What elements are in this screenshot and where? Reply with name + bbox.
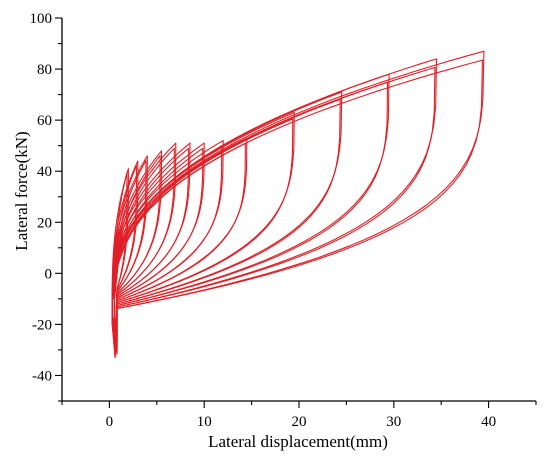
x-tick-label: 30 — [386, 414, 401, 430]
x-tick-label: 0 — [106, 414, 114, 430]
y-tick-label: -20 — [32, 317, 52, 333]
x-tick-label: 40 — [481, 414, 496, 430]
hysteresis-loop — [111, 91, 343, 356]
x-tick-label: 20 — [292, 414, 307, 430]
hysteresis-loop — [113, 142, 246, 350]
y-tick-label: -40 — [32, 368, 52, 384]
hysteresis-loop — [113, 81, 389, 353]
y-tick-label: 40 — [37, 164, 52, 180]
y-tick-label: 100 — [30, 11, 53, 27]
hysteresis-loop — [113, 66, 436, 355]
y-tick-label: 0 — [45, 266, 53, 282]
hysteresis-loop — [111, 58, 438, 359]
axes: 0 10 20 30 40 -40 -20 0 20 40 60 80 100 — [30, 11, 537, 430]
hysteresis-loop — [113, 98, 341, 353]
y-tick-label: 80 — [37, 62, 52, 78]
y-tick-label: 20 — [37, 215, 52, 231]
hysteresis-loop — [113, 59, 483, 355]
x-axis-title: Lateral displacement(mm) — [208, 432, 388, 451]
hysteresis-loop — [111, 50, 485, 359]
hysteresis-loops — [111, 50, 485, 359]
hysteresis-loop — [113, 118, 294, 350]
y-axis-title: Lateral force(kN) — [12, 131, 31, 250]
hysteresis-loop — [111, 73, 390, 356]
y-tick-label: 60 — [37, 113, 52, 129]
hysteresis-loop — [113, 147, 190, 345]
x-tick-label: 10 — [197, 414, 212, 430]
